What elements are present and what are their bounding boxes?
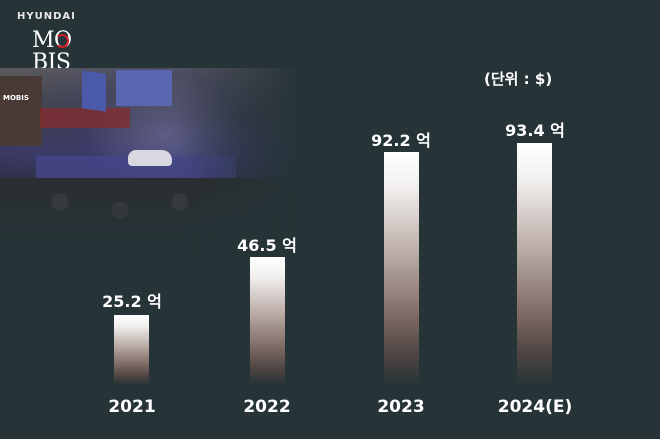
unit-label: (단위 : $) <box>484 70 553 88</box>
bar-2024e <box>517 143 552 385</box>
x-tick-label: 2021 <box>108 397 156 417</box>
event-photo: MOBIS <box>0 68 300 258</box>
photo-fade <box>0 188 300 258</box>
x-tick-label: 2024(E) <box>497 397 573 417</box>
bar-value-label: 25.2 억 <box>102 292 162 311</box>
photo-red-wall <box>40 108 130 128</box>
bar-2021 <box>114 315 149 385</box>
bar-value-label: 92.2 억 <box>371 131 431 150</box>
bar-value-label: 46.5 억 <box>237 236 297 255</box>
photo-banner: MOBIS <box>0 76 42 146</box>
photo-car <box>128 150 172 166</box>
x-tick-label: 2023 <box>377 397 425 417</box>
bar-2022 <box>250 257 285 385</box>
bar-2023 <box>384 152 419 385</box>
bar-value-label: 93.4 억 <box>505 121 565 140</box>
logo-hyundai-text: HYUNDAI <box>17 11 76 22</box>
photo-screen-right <box>116 70 172 106</box>
x-tick-label: 2022 <box>243 397 291 417</box>
photo-banner-text: MOBIS <box>3 94 29 102</box>
logo-letter-o-swoosh: O <box>54 28 72 53</box>
photo-screen-left <box>82 70 106 112</box>
logo-letter-m: M <box>32 28 55 53</box>
hyundai-mobis-logo: HYUNDAI MOBIS <box>17 11 76 74</box>
